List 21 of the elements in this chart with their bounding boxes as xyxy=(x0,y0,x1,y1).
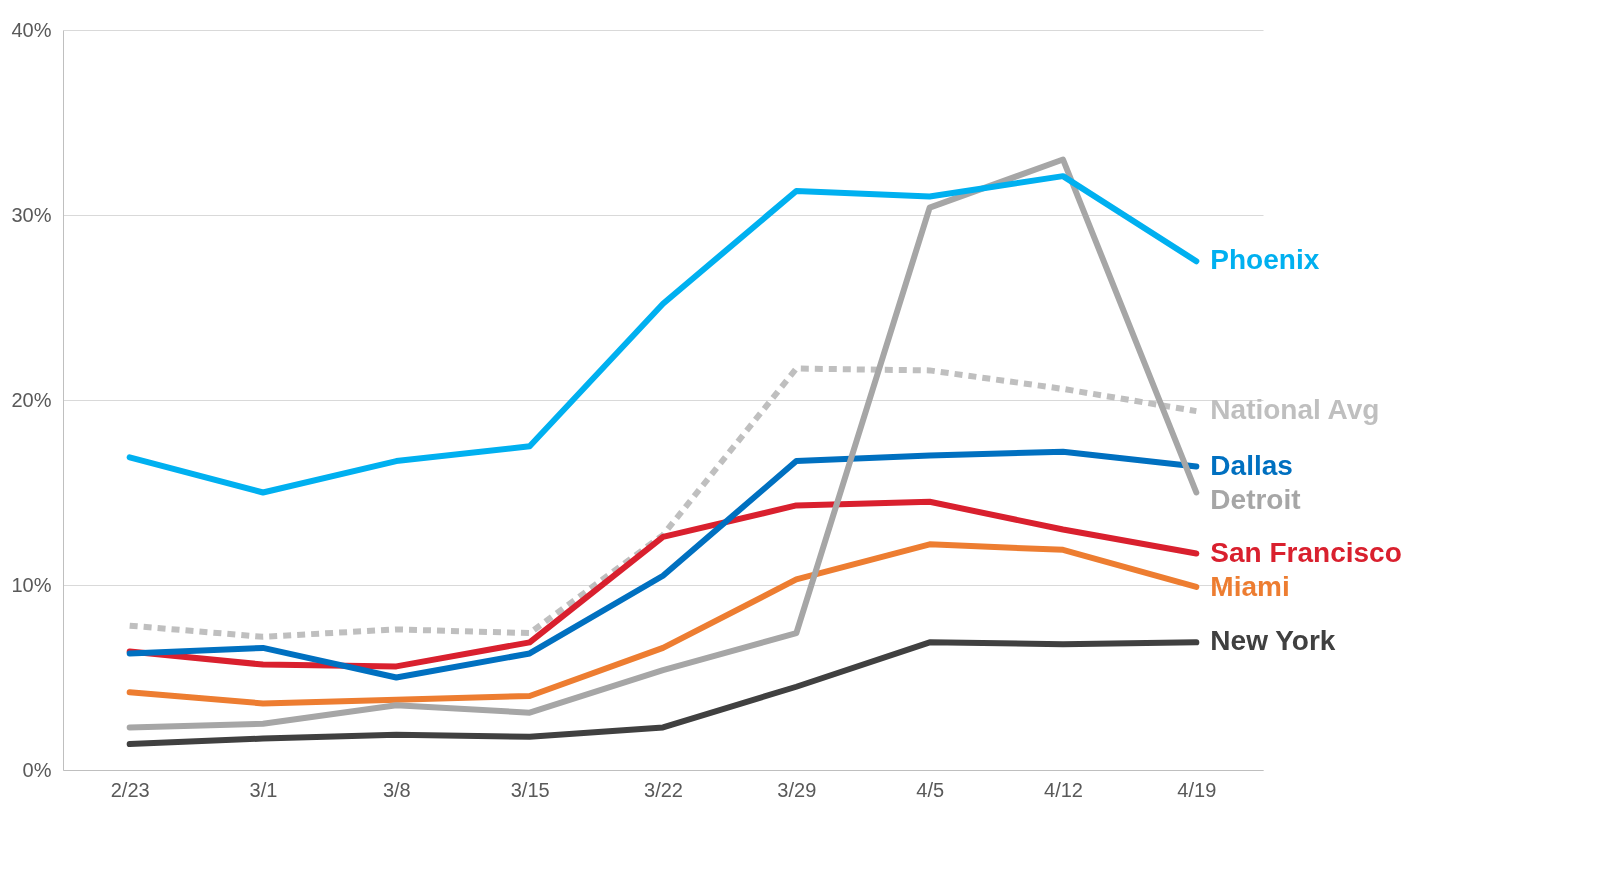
x-tick-label: 3/8 xyxy=(382,778,411,801)
series-label: National Avg xyxy=(1210,394,1380,426)
x-tick-label: 3/29 xyxy=(777,778,817,801)
series-label: San Francisco xyxy=(1210,536,1402,568)
x-tick-label: 4/12 xyxy=(1044,778,1083,801)
x-tick-label: 3/15 xyxy=(510,778,550,801)
series-label: Phoenix xyxy=(1210,244,1320,276)
y-tick-label: 30% xyxy=(11,203,52,226)
x-tick-label: 4/19 xyxy=(1177,778,1217,801)
series-label: New York xyxy=(1210,625,1336,657)
y-tick-label: 10% xyxy=(11,573,52,596)
series-label: Detroit xyxy=(1210,483,1301,515)
series-label: Miami xyxy=(1210,570,1290,602)
x-tick-label: 4/5 xyxy=(916,778,945,801)
x-tick-label: 2/23 xyxy=(110,778,150,801)
y-tick-label: 20% xyxy=(11,388,52,411)
x-tick-label: 3/22 xyxy=(644,778,683,801)
y-tick-label: 0% xyxy=(22,758,52,781)
series-label: Dallas xyxy=(1210,449,1293,481)
y-tick-label: 40% xyxy=(11,18,52,41)
x-tick-label: 3/1 xyxy=(249,778,278,801)
